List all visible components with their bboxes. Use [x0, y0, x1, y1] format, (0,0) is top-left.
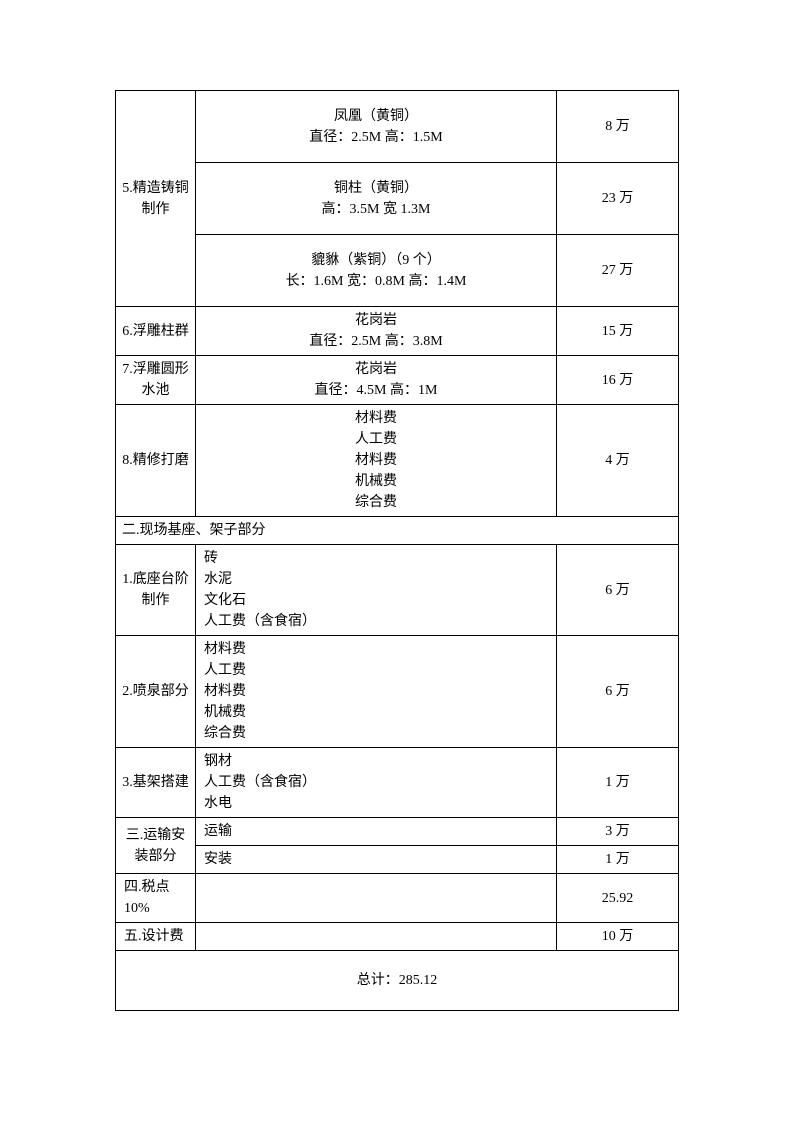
section4-label: 四.税点 10% [116, 874, 196, 923]
table-row: 6.浮雕柱群 花岗岩 直径：2.5M 高：3.8M 15 万 [116, 307, 679, 356]
s3-1-desc: 运输 [196, 818, 557, 846]
s5-cost: 10 万 [557, 923, 679, 951]
row5-label: 5.精造铸铜制作 [116, 91, 196, 307]
total-row: 总计：285.12 [116, 951, 679, 1011]
table-row: 三.运输安装部分 运输 3 万 [116, 818, 679, 846]
row7-cost: 16 万 [557, 356, 679, 405]
row6-desc: 花岗岩 直径：2.5M 高：3.8M [196, 307, 557, 356]
row7-label: 7.浮雕圆形水池 [116, 356, 196, 405]
row5c-cost: 27 万 [557, 235, 679, 307]
s2-3-cost: 1 万 [557, 748, 679, 818]
table-row: 铜柱（黄铜） 高：3.5M 宽 1.3M 23 万 [116, 163, 679, 235]
row7-desc: 花岗岩 直径：4.5M 高：1M [196, 356, 557, 405]
s2-1-desc: 砖 水泥 文化石 人工费（含食宿） [196, 545, 557, 636]
section3-label: 三.运输安装部分 [116, 818, 196, 874]
s2-2-label: 2.喷泉部分 [116, 636, 196, 748]
table-row: 貔貅（紫铜）（9 个） 长：1.6M 宽：0.8M 高：1.4M 27 万 [116, 235, 679, 307]
row5a-cost: 8 万 [557, 91, 679, 163]
table-row: 5.精造铸铜制作 凤凰（黄铜） 直径：2.5M 高：1.5M 8 万 [116, 91, 679, 163]
cost-table: 5.精造铸铜制作 凤凰（黄铜） 直径：2.5M 高：1.5M 8 万 铜柱（黄铜… [115, 90, 679, 1011]
s2-1-cost: 6 万 [557, 545, 679, 636]
s5-desc [196, 923, 557, 951]
row8-desc: 材料费 人工费 材料费 机械费 综合费 [196, 405, 557, 517]
row6-cost: 15 万 [557, 307, 679, 356]
s2-2-desc: 材料费 人工费 材料费 机械费 综合费 [196, 636, 557, 748]
section2-label: 二.现场基座、架子部分 [116, 517, 679, 545]
row5b-desc: 铜柱（黄铜） 高：3.5M 宽 1.3M [196, 163, 557, 235]
table-row: 安装 1 万 [116, 846, 679, 874]
s2-2-cost: 6 万 [557, 636, 679, 748]
table-row: 四.税点 10% 25.92 [116, 874, 679, 923]
s4-desc [196, 874, 557, 923]
table-row: 7.浮雕圆形水池 花岗岩 直径：4.5M 高：1M 16 万 [116, 356, 679, 405]
table-row: 五.设计费 10 万 [116, 923, 679, 951]
s3-2-desc: 安装 [196, 846, 557, 874]
row6-label: 6.浮雕柱群 [116, 307, 196, 356]
s2-3-label: 3.基架搭建 [116, 748, 196, 818]
s2-1-label: 1.底座台阶制作 [116, 545, 196, 636]
s4-cost: 25.92 [557, 874, 679, 923]
row5c-desc: 貔貅（紫铜）（9 个） 长：1.6M 宽：0.8M 高：1.4M [196, 235, 557, 307]
total-label: 总计：285.12 [116, 951, 679, 1011]
row8-cost: 4 万 [557, 405, 679, 517]
section5-label: 五.设计费 [116, 923, 196, 951]
row8-label: 8.精修打磨 [116, 405, 196, 517]
table-row: 2.喷泉部分 材料费 人工费 材料费 机械费 综合费 6 万 [116, 636, 679, 748]
row5a-desc: 凤凰（黄铜） 直径：2.5M 高：1.5M [196, 91, 557, 163]
table-row: 3.基架搭建 钢材 人工费（含食宿） 水电 1 万 [116, 748, 679, 818]
row5b-cost: 23 万 [557, 163, 679, 235]
s3-2-cost: 1 万 [557, 846, 679, 874]
table-row: 8.精修打磨 材料费 人工费 材料费 机械费 综合费 4 万 [116, 405, 679, 517]
s3-1-cost: 3 万 [557, 818, 679, 846]
table-row: 1.底座台阶制作 砖 水泥 文化石 人工费（含食宿） 6 万 [116, 545, 679, 636]
section2-header: 二.现场基座、架子部分 [116, 517, 679, 545]
s2-3-desc: 钢材 人工费（含食宿） 水电 [196, 748, 557, 818]
